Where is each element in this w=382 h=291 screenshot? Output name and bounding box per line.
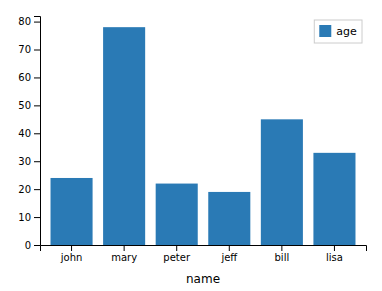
legend: age [314, 20, 362, 43]
tick-mark [34, 105, 40, 106]
tick: 80 [18, 16, 40, 27]
tick-label: 80 [18, 16, 31, 27]
tick-label: peter [163, 252, 191, 263]
tick-mark [34, 161, 40, 162]
tick-label: jeff [220, 252, 238, 263]
tick-mark [124, 245, 125, 251]
tick: bill [275, 245, 290, 263]
legend-label: age [336, 25, 357, 38]
y-axis: 0 10 20 30 40 50 60 70 80 [18, 16, 40, 250]
x-axis-title: name [186, 272, 220, 286]
tick: 10 [18, 212, 40, 223]
tick-label: 40 [18, 128, 31, 139]
tick-label: 70 [18, 44, 31, 55]
axis-line [41, 246, 367, 252]
tick-label: 50 [18, 100, 31, 111]
legend-swatch [319, 25, 331, 37]
chart: john mary peter jeff bill lisa 0 10 20 30 40 50 60 70… [0, 0, 382, 291]
tick: 20 [18, 184, 40, 195]
tick: 30 [18, 156, 40, 167]
tick-mark [34, 217, 40, 218]
bar [261, 119, 303, 245]
tick-mark [176, 245, 177, 251]
tick: 60 [18, 72, 40, 83]
tick-label: lisa [326, 252, 343, 263]
tick-label: 0 [25, 240, 31, 251]
tick: mary [111, 245, 137, 263]
bar [313, 153, 355, 245]
axis-line [34, 17, 41, 246]
tick-mark [34, 189, 40, 190]
tick: jeff [220, 245, 238, 263]
tick-mark [34, 22, 40, 23]
tick-label: 30 [18, 156, 31, 167]
legend-box [314, 20, 362, 43]
tick: 50 [18, 100, 40, 111]
tick-mark [334, 245, 335, 251]
tick-mark [71, 245, 72, 251]
tick: lisa [326, 245, 343, 263]
tick-mark [34, 77, 40, 78]
tick-mark [229, 245, 230, 251]
tick-label: 20 [18, 184, 31, 195]
tick-mark [34, 245, 40, 246]
tick-mark [34, 133, 40, 134]
bar [156, 184, 198, 245]
chart-container: john mary peter jeff bill lisa 0 10 20 30 40 50 60 70… [0, 0, 382, 291]
x-axis: john mary peter jeff bill lisa [41, 245, 367, 263]
bar [51, 178, 93, 245]
tick: 70 [18, 44, 40, 55]
tick-label: 60 [18, 72, 31, 83]
tick-label: john [60, 252, 83, 263]
bar [103, 27, 145, 245]
bar [208, 192, 250, 245]
tick-label: bill [275, 252, 290, 263]
legend-item: age [319, 25, 357, 38]
tick-label: 10 [18, 212, 31, 223]
tick-mark [281, 245, 282, 251]
bars [51, 27, 356, 245]
tick: 40 [18, 128, 40, 139]
plot: john mary peter jeff bill lisa 0 10 20 30 40 50 60 70… [18, 16, 366, 263]
tick-label: mary [111, 252, 137, 263]
tick-mark [34, 50, 40, 51]
tick: john [60, 245, 83, 263]
tick: 0 [25, 240, 40, 251]
tick: peter [163, 245, 191, 263]
